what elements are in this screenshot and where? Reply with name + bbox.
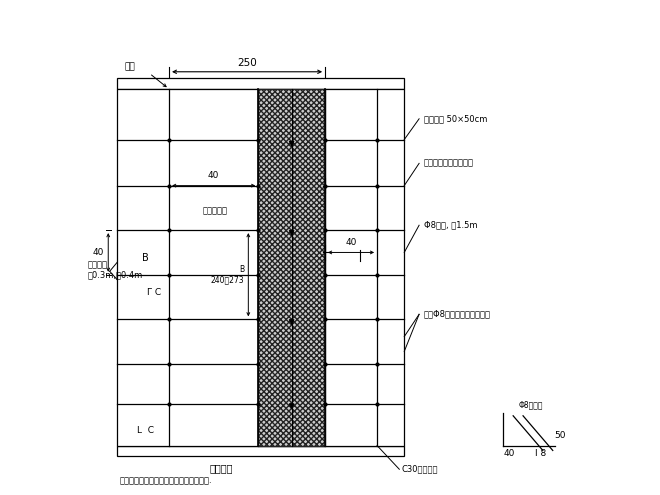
Text: 40: 40 — [93, 248, 104, 257]
Text: 拉铁丝网及三维网植草: 拉铁丝网及三维网植草 — [424, 159, 474, 168]
Text: I 8: I 8 — [535, 449, 546, 458]
Text: 厚0.3m,宽0.4m: 厚0.3m,宽0.4m — [87, 270, 143, 279]
Text: Γ C: Γ C — [147, 288, 161, 297]
Bar — [117, 78, 404, 89]
Bar — [258, 89, 325, 446]
Text: 40: 40 — [503, 449, 515, 458]
Text: 预型Φ8字构销筋（拉网用）: 预型Φ8字构销筋（拉网用） — [424, 310, 491, 319]
Text: 40: 40 — [208, 171, 219, 180]
Bar — [117, 89, 404, 446]
Text: 边坡平台: 边坡平台 — [209, 463, 233, 473]
Text: 40: 40 — [345, 238, 356, 247]
Bar — [117, 446, 404, 456]
Text: 小注：图中空白处由为拉铁丝网菱播植草.: 小注：图中空白处由为拉铁丝网菱播植草. — [119, 477, 213, 486]
Text: B
240～273: B 240～273 — [211, 265, 244, 285]
Text: Φ8预埋筋: Φ8预埋筋 — [518, 400, 543, 409]
Text: 檗杆: 檗杆 — [124, 62, 135, 71]
Text: 50: 50 — [554, 431, 566, 440]
Text: 一个单元格: 一个单元格 — [203, 206, 228, 215]
Text: 种植草木 50×50cm: 种植草木 50×50cm — [424, 114, 488, 123]
Text: B: B — [143, 253, 149, 263]
Text: C30砖支撑管: C30砖支撑管 — [402, 465, 438, 474]
Text: L  C: L C — [137, 426, 154, 435]
Text: 框架格梁: 框架格梁 — [87, 260, 108, 269]
Text: 250: 250 — [237, 58, 257, 68]
Text: Φ8锶筋, 长1.5m: Φ8锶筋, 长1.5m — [424, 221, 478, 230]
Bar — [258, 89, 325, 446]
